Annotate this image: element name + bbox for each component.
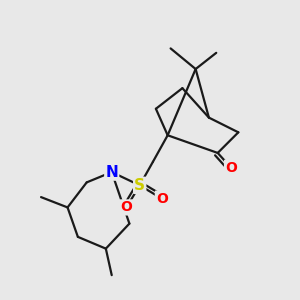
Text: O: O (156, 192, 168, 206)
Text: S: S (134, 178, 145, 193)
Text: N: N (105, 165, 118, 180)
Text: O: O (121, 200, 132, 214)
Text: O: O (225, 161, 237, 175)
